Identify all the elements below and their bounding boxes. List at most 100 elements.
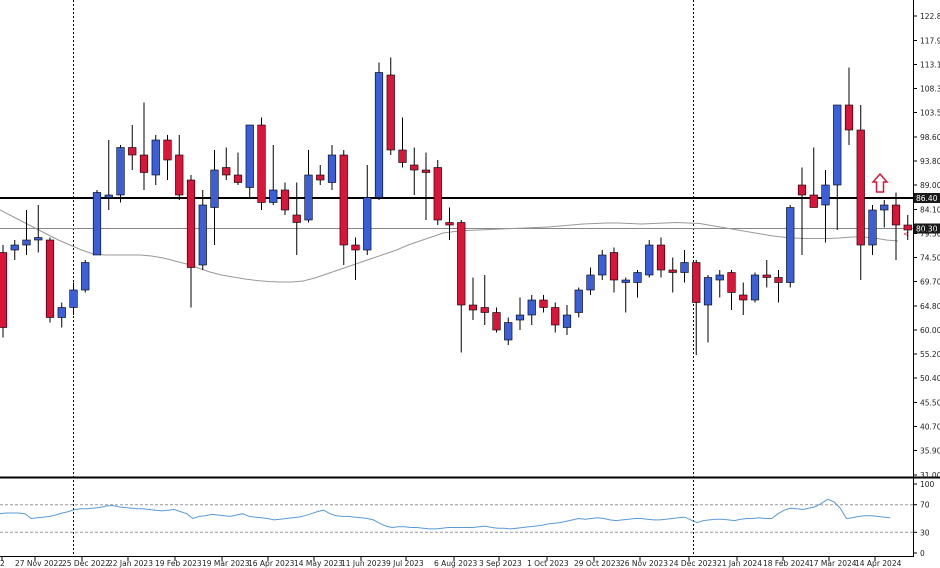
candle-body xyxy=(398,149,407,163)
candle-body xyxy=(468,304,478,311)
time-tick-label: 6 Aug 2023 xyxy=(434,559,477,568)
candle-body xyxy=(316,174,325,181)
candle-body xyxy=(292,214,301,223)
price-tick-label: 93.80 xyxy=(920,157,940,166)
time-tick-label: 3 Sep 2023 xyxy=(479,559,522,568)
candle-body xyxy=(327,154,337,183)
candle-body xyxy=(586,274,595,291)
time-tick-label: 19 Feb 2023 xyxy=(155,559,202,568)
up-arrow-icon xyxy=(871,172,889,193)
candle-body xyxy=(374,72,384,198)
candle-body xyxy=(280,189,290,211)
candle-body xyxy=(186,179,196,268)
oscillator-tick-label: 100 xyxy=(920,480,935,489)
candle-body xyxy=(163,139,172,161)
price-tick-label: 98.60 xyxy=(920,133,940,142)
period-separators xyxy=(73,0,694,557)
candle-body xyxy=(386,74,395,151)
candle-body xyxy=(727,272,736,293)
candle-body xyxy=(492,312,501,331)
candle-body xyxy=(809,194,818,208)
price-tick-label: 64.80 xyxy=(920,302,940,311)
level-label: 80.30 xyxy=(916,225,938,234)
price-tick-label: 103.50 xyxy=(920,109,940,118)
horizontal-levels: 86.40 80.30 < xyxy=(0,193,940,239)
time-tick-label: 16 Apr 2023 xyxy=(248,559,295,568)
candle-body xyxy=(692,262,701,303)
candle-body xyxy=(598,254,607,276)
time-tick-label: 27 Nov 2022 xyxy=(15,559,63,568)
candle-body xyxy=(10,244,19,251)
oscillator-tick-label: 0 xyxy=(920,549,925,558)
candle-body xyxy=(269,189,278,203)
time-tick-label: 2 xyxy=(0,559,5,568)
candle-body xyxy=(304,174,313,221)
candle-body xyxy=(680,262,689,273)
candle-body xyxy=(515,314,525,321)
candle-body xyxy=(762,274,771,278)
time-tick-label: 21 Jan 2024 xyxy=(717,559,762,568)
candle-body xyxy=(480,307,489,313)
price-tick-label: 60.00 xyxy=(920,326,940,335)
candle-body xyxy=(891,204,901,226)
candle-body xyxy=(656,244,666,271)
level-label: 86.40 xyxy=(916,194,938,203)
candle-body xyxy=(445,222,454,226)
candle-body xyxy=(609,252,619,281)
candle-body xyxy=(457,222,466,306)
level-label-box xyxy=(914,223,940,234)
candle-body xyxy=(750,274,760,301)
candle-body xyxy=(903,224,912,231)
oscillator-tick-label: 30 xyxy=(920,528,930,537)
candle-body xyxy=(868,209,877,246)
price-tick-label: 89.00 xyxy=(920,181,940,190)
candle-body xyxy=(844,104,854,131)
candle-body xyxy=(797,184,807,196)
candle-body xyxy=(562,314,572,328)
level-label-box xyxy=(914,193,940,203)
current-price-marker: < xyxy=(903,230,909,239)
candle-body xyxy=(786,207,795,283)
candle-body xyxy=(504,322,513,341)
candle-body xyxy=(233,174,243,183)
price-tick-label: 40.70 xyxy=(920,423,940,432)
oscillator-tick-label: 70 xyxy=(920,501,930,510)
oscillator-line xyxy=(0,498,891,530)
candle-body xyxy=(22,239,31,246)
candle-body xyxy=(222,167,231,176)
candle-body xyxy=(151,139,160,176)
main-pane-frame xyxy=(0,0,913,477)
price-axis-labels: 122.80 117.90 113.10 108.30 103.50 98.60 93.80… xyxy=(913,12,940,480)
candle-body xyxy=(0,252,8,328)
time-tick-label: 14 May 2023 xyxy=(294,559,343,568)
candles xyxy=(0,57,912,355)
price-tick-label: 122.80 xyxy=(920,12,940,21)
price-tick-label: 84.10 xyxy=(920,206,940,215)
candle-body xyxy=(363,197,372,251)
candle-body xyxy=(210,169,219,208)
candle-body xyxy=(128,147,137,156)
time-tick-label: 26 Nov 2023 xyxy=(620,559,668,568)
candle-body xyxy=(527,299,536,316)
price-tick-label: 45.50 xyxy=(920,399,940,408)
candle-body xyxy=(633,272,642,283)
time-tick-label: 1 Oct 2023 xyxy=(527,559,569,568)
price-tick-label: 35.90 xyxy=(920,447,940,456)
candle-body xyxy=(421,169,431,173)
candle-body xyxy=(539,299,548,308)
candle-body xyxy=(856,129,865,246)
time-tick-label: 24 Dec 2023 xyxy=(669,559,717,568)
candle-body xyxy=(351,244,360,251)
time-tick-label: 25 Dec 2022 xyxy=(62,559,110,568)
candle-body xyxy=(92,192,102,256)
arrow-marker xyxy=(871,172,889,193)
candle-body xyxy=(175,154,184,196)
candle-body xyxy=(574,289,583,313)
time-tick-label: 14 Apr 2024 xyxy=(855,559,902,568)
candle-body xyxy=(739,294,748,301)
candle-body xyxy=(551,307,560,326)
price-tick-label: 50.40 xyxy=(920,374,940,383)
